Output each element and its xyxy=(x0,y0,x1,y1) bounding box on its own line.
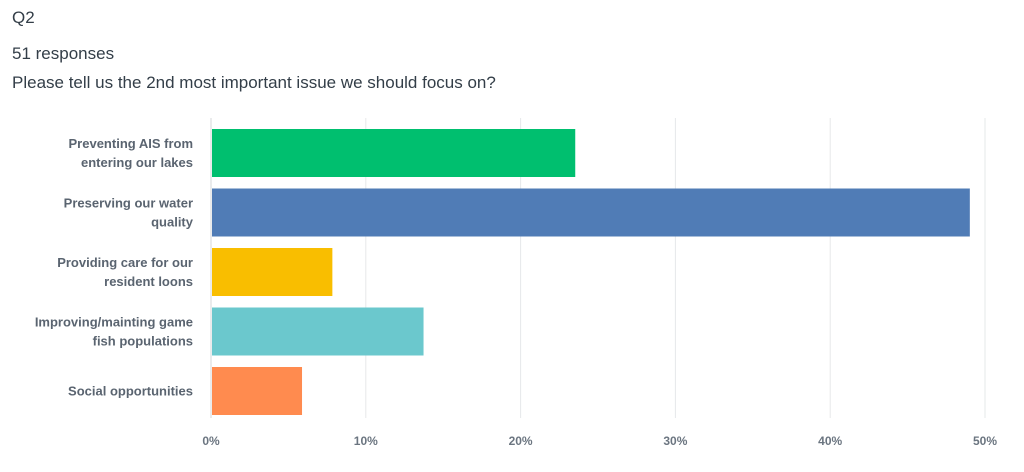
bar[interactable] xyxy=(212,367,303,415)
x-tick-label: 50% xyxy=(973,434,997,448)
x-tick-label: 20% xyxy=(509,434,533,448)
category-label: Improving/mainting game xyxy=(35,315,193,330)
bars xyxy=(212,129,970,415)
tick-labels: 0% 10% 20% 30% 40% 50% xyxy=(202,434,997,448)
question-id: Q2 xyxy=(12,8,35,27)
category-label: Social opportunities xyxy=(68,384,193,399)
category-label: Preventing AIS from xyxy=(69,136,193,151)
bar[interactable] xyxy=(212,307,424,356)
category-labels: Preventing AIS from entering our lakes Pre… xyxy=(35,136,194,399)
category-label: Preserving our water xyxy=(64,196,193,211)
x-tick-label: 0% xyxy=(202,434,220,448)
bar[interactable] xyxy=(212,129,576,177)
bar[interactable] xyxy=(212,188,970,237)
category-label: Providing care for our xyxy=(57,255,193,270)
bar[interactable] xyxy=(212,248,333,296)
category-label: entering our lakes xyxy=(81,155,193,170)
category-label: quality xyxy=(151,215,194,230)
x-tick-label: 30% xyxy=(663,434,687,448)
question-text: Please tell us the 2nd most important is… xyxy=(12,73,496,92)
x-tick-label: 10% xyxy=(354,434,378,448)
response-count: 51 responses xyxy=(12,44,115,63)
x-tick-label: 40% xyxy=(818,434,842,448)
category-label: resident loons xyxy=(104,274,193,289)
category-label: fish populations xyxy=(93,334,193,349)
